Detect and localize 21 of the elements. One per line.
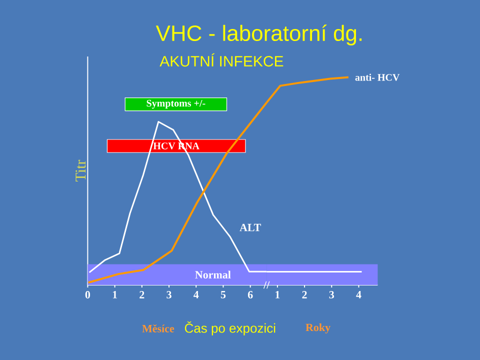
text: Měsíce — [142, 324, 174, 332]
x-tick-label: 1 — [112, 291, 117, 298]
x-tick-label: 6 — [248, 291, 253, 298]
x-tick-label: 3 — [329, 291, 334, 298]
x-axis-title: Čas po expozici — [184, 321, 276, 336]
band-label: Normal — [195, 270, 231, 278]
x-tick-label: 3 — [166, 291, 172, 298]
chart-subtitle: AKUTNÍ INFEKCE — [160, 53, 284, 67]
x-tick-label: 2 — [140, 291, 144, 298]
x-tick-label: 4 — [356, 291, 362, 298]
x-tick-label: 1 — [276, 291, 280, 298]
x-tick-label: 5 — [220, 291, 226, 298]
chart-title: VHC - laboratorní dg. — [156, 24, 362, 46]
x-tick-label: 4 — [194, 291, 199, 298]
x-tick-label: 0 — [85, 291, 90, 298]
y-axis-title: Titr — [76, 160, 86, 182]
series-label: anti- HCV — [355, 74, 400, 81]
text: Roky — [306, 323, 330, 334]
band-label: Symptoms +/- — [146, 100, 206, 109]
x-tick-label: 2 — [302, 291, 307, 298]
series-label: ALT — [240, 224, 261, 232]
